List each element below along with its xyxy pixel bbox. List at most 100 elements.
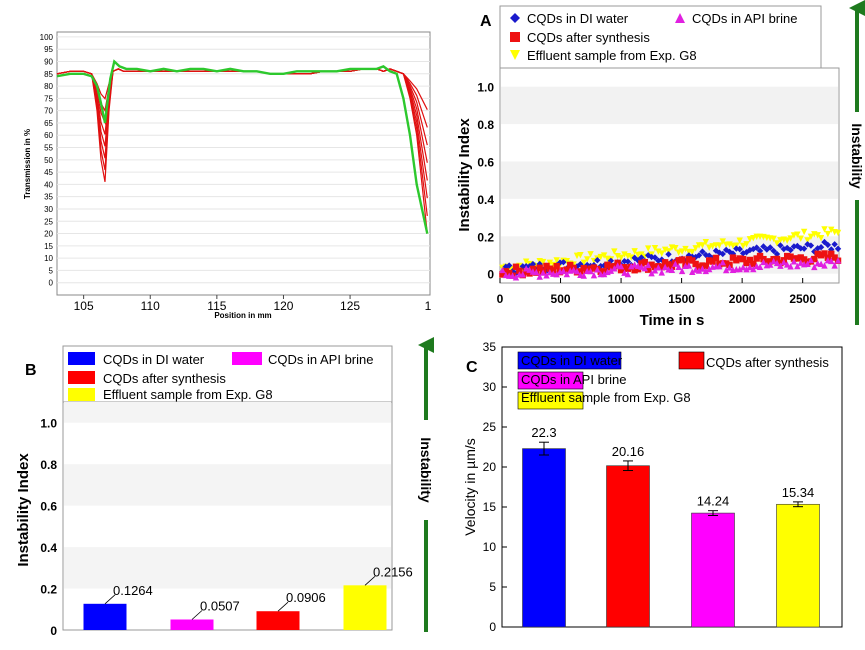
panel-a-point (648, 261, 655, 268)
panel-a-point (621, 251, 628, 258)
panel-a-arrow-label: Instability (849, 123, 865, 189)
panel-a-point (526, 263, 533, 270)
panel-c-bar (522, 448, 566, 628)
panel-a-point (644, 266, 652, 273)
panel-a-point (634, 265, 642, 273)
panel-a-point (783, 237, 791, 244)
panel-a-point (611, 248, 618, 255)
panel-a-point (560, 258, 567, 266)
panel-a-point (794, 255, 801, 262)
panel-a-point (678, 256, 686, 263)
panel-a-point (522, 265, 530, 272)
panel-a-legend-text: Effluent sample from Exp. G8 (527, 48, 697, 63)
panel-a-point (756, 252, 764, 260)
panel-a-point (692, 245, 699, 252)
panel-a-point (526, 270, 533, 277)
panel-b-grid-band (64, 402, 391, 423)
panel-a-xtick-label: 0 (497, 292, 504, 306)
panel-a-point (689, 257, 696, 264)
panel-a-point (770, 247, 777, 255)
panel-a-point (668, 266, 676, 274)
panel-a-point (722, 246, 730, 254)
panel-a-point (800, 228, 808, 236)
panel-a-point (739, 264, 747, 271)
panel-a-point (719, 238, 726, 245)
panel-b-legend-text: CQDs in API brine (268, 352, 374, 367)
transmission-ytick-label: 5 (49, 266, 54, 275)
panel-a-point (760, 243, 767, 250)
transmission-xtick-label: 105 (74, 299, 94, 313)
panel-a-point (834, 229, 842, 237)
panel-a-point (651, 245, 659, 252)
panel-b-ytick-label: 0 (50, 624, 57, 638)
panel-a-point (780, 245, 787, 253)
panel-a-point (828, 250, 835, 257)
panel-a-point (817, 235, 825, 242)
panel-b-bar (343, 585, 387, 630)
panel-a-point (607, 264, 615, 271)
transmission-ytick-label: 20 (44, 230, 53, 239)
panel-c-ytick-label: 30 (483, 380, 497, 394)
transmission-ytick-label: 0 (49, 279, 54, 288)
panel-a-ylabel: Instability Index (456, 118, 473, 232)
panel-a-point (499, 266, 506, 274)
panel-a-point (539, 269, 547, 276)
panel-a-point (794, 231, 801, 238)
panel-a-point (750, 245, 757, 253)
panel-a-point (767, 244, 774, 251)
panel-a-point (522, 268, 530, 275)
transmission-ytick-label: 50 (44, 156, 53, 165)
panel-a-point (695, 263, 703, 271)
panel-a: A CQDs in DI water CQDs in API brine CQDs … (456, 0, 865, 329)
panel-a-point (597, 253, 604, 261)
panel-a-point (699, 248, 706, 255)
transmission-ytick-label: 65 (44, 119, 53, 128)
panel-c-ytick-label: 15 (483, 500, 497, 514)
panel-b-label-leader (191, 610, 203, 620)
panel-b-legend-text: CQDs in DI water (103, 352, 205, 367)
panel-a-point (780, 258, 787, 266)
panel-a-point (797, 235, 804, 242)
panel-a-point (672, 245, 679, 252)
panel-a-point (831, 254, 838, 261)
panel-a-point (773, 255, 781, 263)
panel-a-point (692, 260, 699, 268)
panel-a-point (560, 267, 567, 275)
panel-a-point (750, 234, 757, 242)
panel-a-point (594, 266, 601, 273)
transmission-ytick-label: 80 (44, 82, 53, 91)
panel-c-value-label: 14.24 (697, 494, 730, 509)
panel-b-legend-box (62, 345, 393, 403)
transmission-xtick-label: 1 (425, 299, 432, 313)
panel-a-point (719, 258, 726, 266)
panel-a-ytick-label: 1.0 (477, 81, 494, 95)
panel-a-point (553, 262, 560, 270)
panel-a-point (750, 265, 757, 273)
panel-a-ytick-label: 0.2 (477, 230, 494, 244)
panel-b-ytick-label: 0.6 (40, 500, 57, 514)
panel-a-point (726, 264, 733, 271)
panel-a-point (743, 265, 750, 273)
panel-a-point (543, 262, 550, 270)
panel-a-point (624, 270, 632, 278)
transmission-ytick-label: 90 (44, 57, 53, 66)
panel-a-point (577, 261, 584, 268)
panel-b-legend-text: Effluent sample from Exp. G8 (103, 387, 273, 402)
panel-a-point (746, 246, 754, 254)
panel-a-point (746, 263, 754, 271)
panel-a-point (817, 260, 825, 267)
panel-a-point (817, 252, 825, 259)
panel-a-point (811, 263, 818, 271)
panel-a-grid-band (501, 86, 838, 125)
panel-a-point (577, 252, 584, 259)
panel-a-point (716, 249, 723, 256)
panel-a-point (519, 263, 526, 270)
panel-b-arrow-label: Instability (418, 437, 434, 503)
panel-a-point (790, 258, 798, 265)
panel-a-point (644, 245, 652, 252)
panel-a-point (651, 254, 659, 261)
panel-a-point (570, 266, 577, 273)
panel-a-point (590, 264, 598, 271)
panel-a-point (682, 245, 689, 253)
